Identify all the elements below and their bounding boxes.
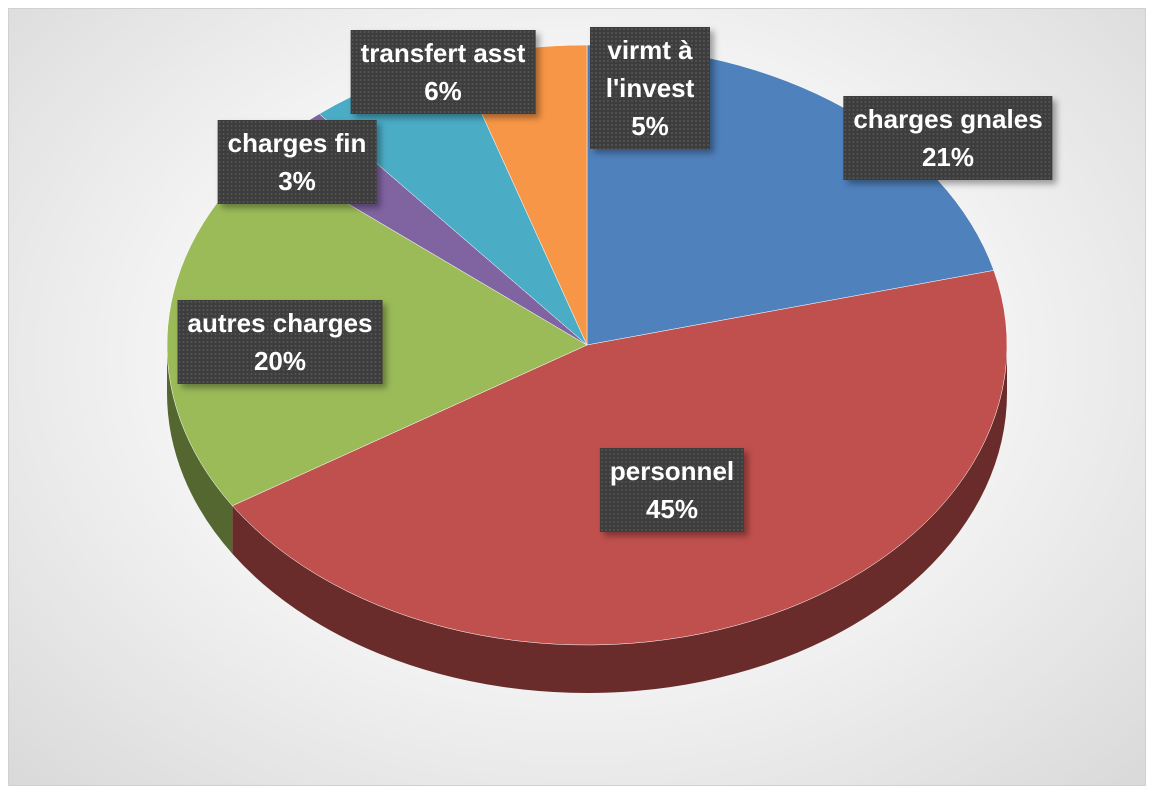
slice-side (232, 345, 1008, 694)
label-category: charges fin (227, 128, 367, 158)
data-label: transfert asst 6% (350, 30, 536, 114)
data-label: virmt à l'invest 5% (590, 27, 710, 149)
data-label: autres charges 20% (177, 300, 383, 384)
label-category: transfert asst (360, 38, 526, 68)
data-label: personnel 45% (599, 448, 745, 532)
data-label: charges gnales 21% (843, 96, 1053, 180)
label-category: personnel (609, 456, 735, 486)
slice-side (167, 345, 233, 554)
label-category: virmt à l'invest (605, 35, 695, 103)
label-value: 6% (424, 76, 462, 106)
label-value: 21% (921, 142, 975, 172)
label-value: 3% (278, 166, 316, 196)
label-category: charges gnales (853, 104, 1043, 134)
data-label: charges fin 3% (217, 120, 377, 204)
label-value: 45% (645, 494, 699, 524)
label-value: 5% (631, 111, 669, 141)
label-category: autres charges (187, 308, 373, 338)
label-value: 20% (253, 346, 307, 376)
